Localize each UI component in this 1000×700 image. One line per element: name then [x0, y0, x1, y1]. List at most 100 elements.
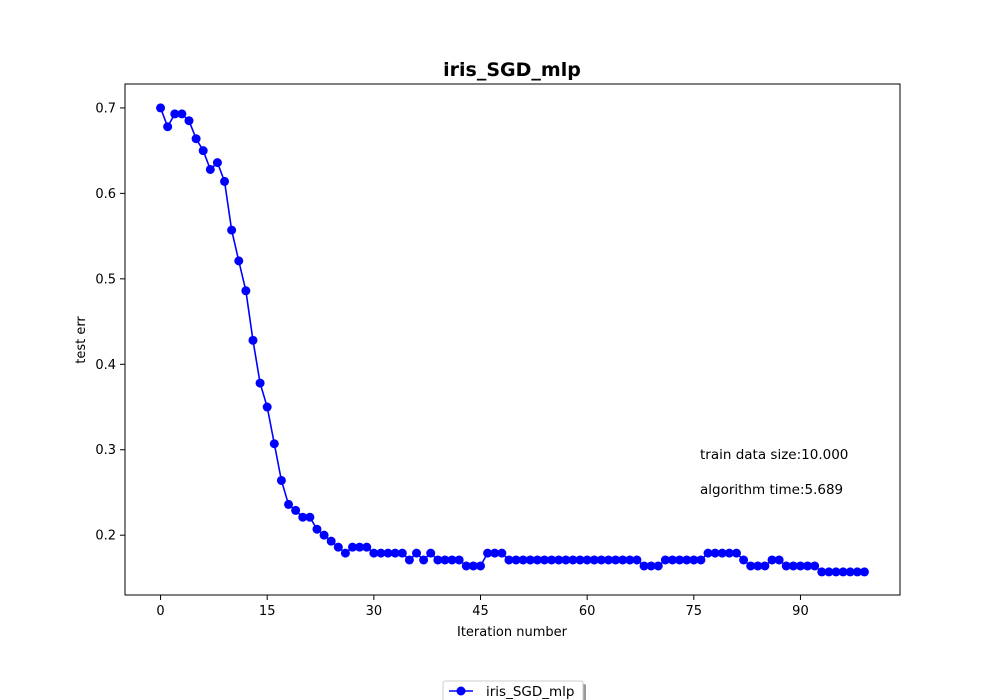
data-point [156, 103, 166, 113]
data-point [220, 176, 230, 186]
data-point [333, 542, 343, 552]
y-tick-label: 0.6 [95, 187, 116, 202]
data-point [625, 555, 635, 565]
data-point [312, 524, 322, 534]
chart-title: iris_SGD_mlp [443, 59, 581, 81]
data-point [191, 134, 201, 144]
y-tick-label: 0.4 [95, 358, 116, 373]
data-point [653, 561, 663, 571]
data-point [838, 567, 848, 577]
data-point [540, 555, 549, 565]
data-point [362, 542, 372, 552]
data-point [575, 555, 585, 565]
data-point [724, 548, 734, 558]
data-point [753, 561, 763, 571]
data-point [767, 555, 777, 565]
data-point [817, 567, 827, 577]
data-point [511, 555, 521, 565]
data-point [447, 555, 457, 565]
data-point [255, 378, 265, 388]
data-point [660, 555, 670, 565]
x-tick-label: 45 [472, 604, 489, 619]
data-point [675, 555, 685, 565]
data-point [667, 555, 677, 565]
data-point [234, 256, 244, 266]
data-point [831, 567, 841, 577]
data-point [717, 548, 727, 558]
data-point [632, 555, 642, 565]
data-point [269, 439, 279, 449]
data-point [532, 555, 542, 565]
data-point [412, 548, 422, 558]
data-point [177, 109, 187, 119]
x-tick-label: 75 [686, 604, 703, 619]
data-point [319, 530, 329, 540]
data-point [440, 555, 450, 565]
data-point [845, 567, 855, 577]
data-point [561, 555, 571, 565]
legend-box [442, 680, 584, 700]
data-point [596, 555, 606, 565]
data-point [603, 555, 613, 565]
data-point [810, 561, 820, 571]
data-point [639, 561, 649, 571]
data-point [383, 548, 393, 558]
data-point [646, 561, 656, 571]
data-point [490, 548, 500, 558]
data-point [788, 561, 798, 571]
data-point [291, 505, 301, 515]
x-tick-label: 60 [579, 604, 596, 619]
data-point [184, 116, 194, 126]
data-point [739, 555, 749, 565]
y-tick-label: 0.5 [95, 272, 116, 287]
x-axis-label: Iteration number [457, 625, 568, 640]
data-point [163, 122, 173, 132]
annotation-algorithm-time: algorithm time:5.689 [700, 482, 843, 498]
data-point [803, 561, 813, 571]
data-point [284, 499, 294, 509]
data-point [582, 555, 592, 565]
data-point [276, 475, 286, 485]
data-point [760, 561, 770, 571]
data-point [340, 548, 350, 558]
data-point [497, 548, 507, 558]
data-point [390, 548, 400, 558]
annotation-train-size: train data size:10.000 [700, 447, 848, 463]
data-point [262, 402, 272, 412]
data-point [781, 561, 791, 571]
data-point [852, 567, 862, 577]
y-tick-label: 0.2 [95, 529, 116, 544]
data-point [355, 542, 365, 552]
x-tick-label: 15 [259, 604, 276, 619]
data-point [731, 548, 741, 558]
data-point [689, 555, 699, 565]
data-point [525, 555, 535, 565]
data-point [326, 536, 336, 546]
data-point [248, 335, 258, 345]
legend-label: iris_SGD_mlp [486, 684, 574, 700]
data-point [433, 555, 443, 565]
y-axis-label: test err [74, 316, 89, 364]
data-point [419, 555, 429, 565]
data-point [703, 548, 713, 558]
data-point [746, 561, 756, 571]
data-point [454, 555, 464, 565]
data-point [859, 567, 869, 577]
x-tick-label: 30 [366, 604, 383, 619]
data-point [376, 548, 386, 558]
data-point [170, 109, 180, 119]
y-tick-label: 0.7 [95, 101, 116, 116]
data-point [696, 555, 706, 565]
data-point [198, 146, 208, 156]
data-point [618, 555, 628, 565]
series-layer [156, 103, 869, 577]
data-point [241, 286, 251, 296]
data-point [461, 561, 471, 571]
data-point [468, 561, 478, 571]
data-point [518, 555, 528, 565]
plot-area [124, 83, 901, 596]
data-point [305, 512, 315, 522]
y-tick-label: 0.3 [95, 443, 116, 458]
data-point [824, 567, 834, 577]
y-axis: 0.2 0.3 0.4 0.5 0.6 0.7 [95, 101, 125, 544]
